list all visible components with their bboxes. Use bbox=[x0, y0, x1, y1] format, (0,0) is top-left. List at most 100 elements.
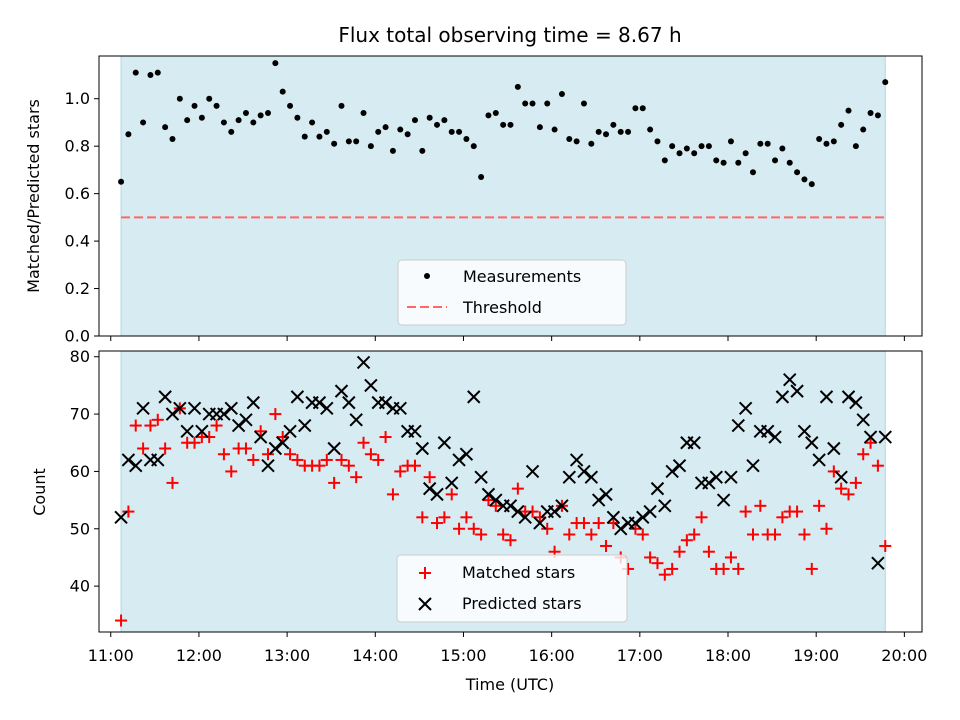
matched-point bbox=[688, 528, 701, 541]
measurement-point bbox=[683, 145, 690, 152]
predicted-point bbox=[364, 378, 378, 393]
measurement-point bbox=[456, 128, 463, 135]
bottom-panel: 40 50 60 70 80 11:00 12:00 13:00 14:00 15:00 16:0… bbox=[30, 347, 927, 694]
predicted-point bbox=[863, 430, 878, 444]
matched-point bbox=[357, 436, 370, 449]
bottom-legend-box bbox=[396, 554, 628, 623]
predicted-point bbox=[672, 458, 687, 473]
matched-point bbox=[835, 482, 848, 495]
measurement-point bbox=[272, 60, 279, 67]
matched-point bbox=[291, 453, 304, 466]
measurement-point bbox=[720, 159, 727, 166]
measurement-point bbox=[500, 121, 507, 128]
predicted-point bbox=[195, 424, 209, 438]
measurement-point bbox=[654, 138, 661, 145]
measurement-point bbox=[588, 140, 595, 147]
measurement-point bbox=[786, 159, 793, 166]
measurement-point bbox=[309, 119, 316, 126]
bottom-y-tick-label: 50 bbox=[70, 519, 90, 538]
measurement-point bbox=[676, 150, 683, 157]
predicted-point bbox=[136, 401, 150, 416]
predicted-point bbox=[724, 470, 738, 484]
predicted-point bbox=[231, 418, 246, 433]
matched-point bbox=[695, 511, 708, 524]
predicted-point bbox=[261, 458, 275, 473]
measurement-point bbox=[808, 181, 815, 188]
x-tick-label: 11:00 bbox=[88, 646, 134, 665]
predicted-point bbox=[518, 510, 532, 525]
measurement-point bbox=[265, 109, 272, 116]
top-yticks-group: 0.0 0.2 0.4 0.6 0.8 1.0 bbox=[65, 89, 99, 346]
predicted-point bbox=[783, 372, 797, 387]
measurement-point bbox=[705, 143, 712, 150]
matched-point bbox=[680, 534, 693, 547]
measurement-point bbox=[882, 79, 889, 86]
measurement-point bbox=[514, 83, 521, 90]
matched-point bbox=[335, 453, 348, 466]
matched-point bbox=[254, 425, 267, 438]
measurement-point bbox=[764, 140, 771, 147]
measurement-point bbox=[316, 133, 323, 140]
predicted-point bbox=[562, 470, 576, 484]
matched-point bbox=[497, 528, 510, 541]
predicted-point bbox=[658, 499, 672, 513]
matched-point bbox=[849, 476, 862, 489]
measurement-point bbox=[713, 157, 720, 164]
matched-point bbox=[585, 528, 598, 541]
predicted-point bbox=[481, 487, 496, 502]
top-xticks-group bbox=[110, 336, 905, 341]
measurement-point bbox=[727, 138, 734, 145]
measurement-point bbox=[647, 126, 654, 133]
predicted-point bbox=[408, 424, 422, 438]
measurement-point bbox=[580, 100, 587, 107]
predicted-point bbox=[702, 476, 716, 490]
predicted-point bbox=[180, 424, 194, 438]
predicted-point bbox=[819, 390, 834, 404]
x-tick-label: 15:00 bbox=[440, 646, 486, 665]
matched-point bbox=[607, 517, 620, 530]
measurement-point bbox=[279, 88, 286, 95]
bottom-y-tick-label: 70 bbox=[70, 405, 90, 424]
matched-point bbox=[666, 562, 679, 575]
predicted-point bbox=[606, 510, 621, 525]
measurement-point bbox=[691, 150, 698, 157]
legend-measurements-marker bbox=[424, 273, 430, 279]
predicted-point bbox=[731, 418, 746, 433]
predicted-point bbox=[614, 522, 628, 536]
predicted-point bbox=[165, 407, 180, 421]
predicted-point bbox=[591, 493, 606, 507]
bottom-predicted-group bbox=[114, 355, 892, 570]
matched-point bbox=[203, 431, 216, 444]
measurement-point bbox=[603, 131, 610, 138]
predicted-point bbox=[334, 384, 349, 398]
measurement-point bbox=[544, 100, 551, 107]
matched-point bbox=[431, 517, 444, 530]
predicted-point bbox=[312, 395, 327, 410]
matched-point bbox=[813, 499, 826, 512]
measurement-point bbox=[632, 105, 639, 112]
measurement-point bbox=[794, 169, 801, 176]
matched-point bbox=[754, 499, 767, 512]
matched-point bbox=[717, 562, 730, 575]
matched-point bbox=[746, 528, 759, 541]
matched-point bbox=[144, 419, 157, 432]
predicted-point bbox=[452, 453, 466, 467]
predicted-point bbox=[349, 413, 363, 427]
predicted-point bbox=[437, 436, 452, 450]
measurement-point bbox=[551, 126, 558, 133]
matched-point bbox=[563, 528, 576, 541]
matched-point bbox=[673, 545, 686, 558]
predicted-point bbox=[709, 470, 723, 484]
matched-point bbox=[791, 505, 804, 518]
measurement-point bbox=[441, 117, 448, 124]
predicted-point bbox=[636, 510, 650, 525]
legend-matched-marker bbox=[419, 567, 431, 579]
measurement-point bbox=[867, 109, 874, 116]
measurement-point bbox=[331, 140, 338, 147]
measurement-point bbox=[176, 95, 183, 102]
measurement-point bbox=[816, 136, 823, 143]
measurement-point bbox=[419, 147, 426, 154]
predicted-point bbox=[599, 487, 613, 502]
predicted-point bbox=[246, 395, 261, 410]
measurement-point bbox=[287, 102, 294, 109]
